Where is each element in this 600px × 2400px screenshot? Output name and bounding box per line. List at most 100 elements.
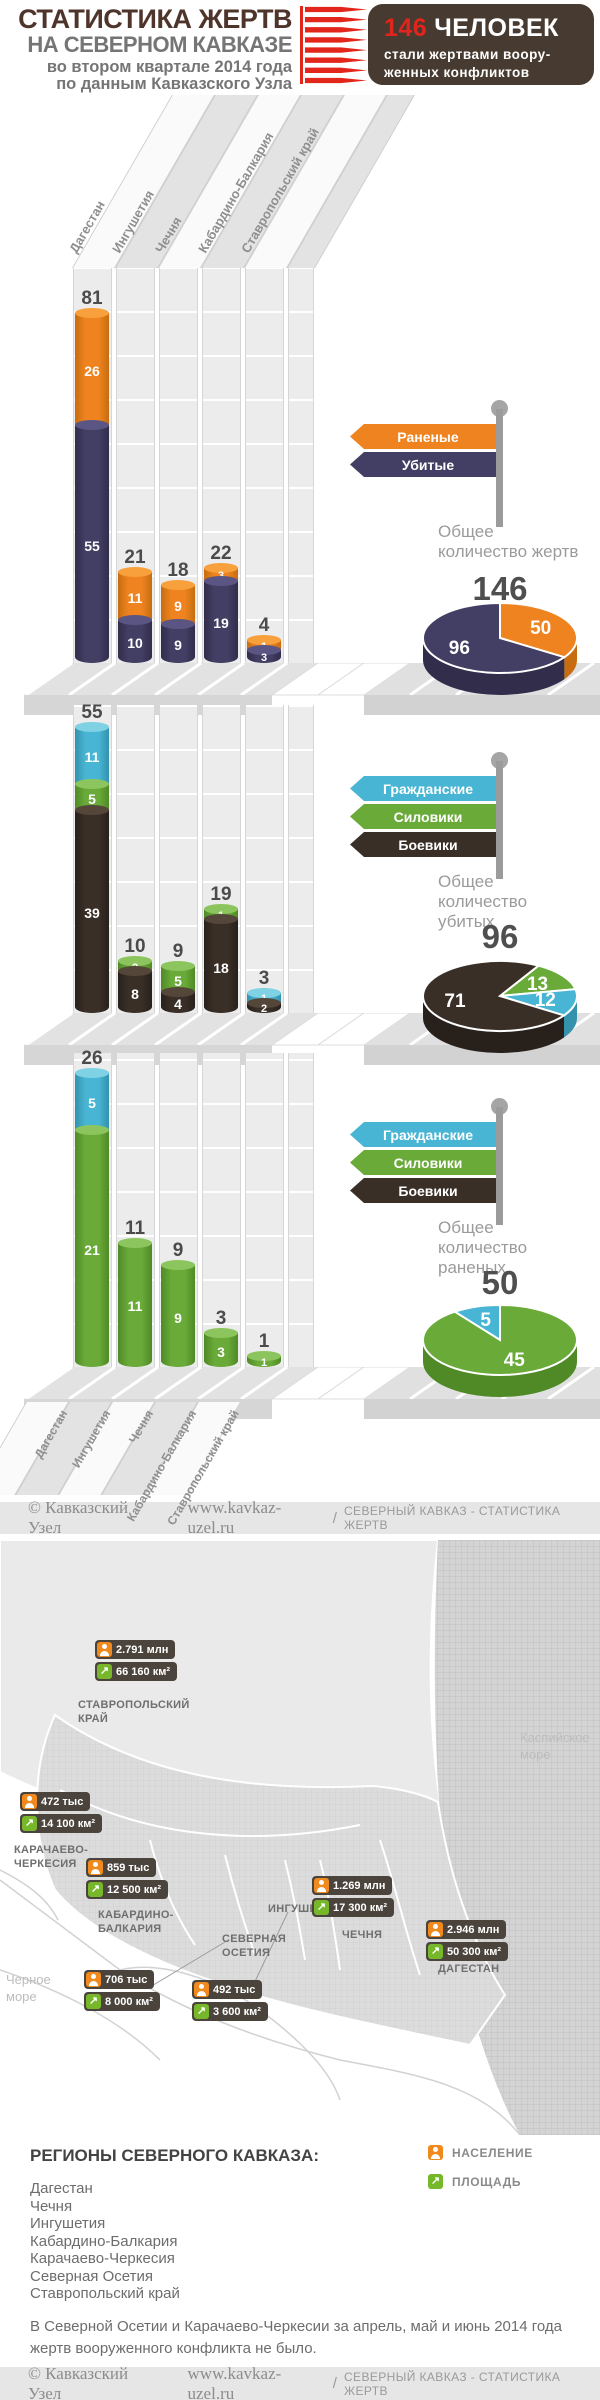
bar-Ставропольский край: 1 <box>247 1350 281 1369</box>
pie-total-value: 50 <box>481 1264 519 1301</box>
footer-bar: © Кавказский Узел www.kavkaz-uzel.ru / С… <box>0 2363 600 2400</box>
area-icon <box>428 1944 443 1959</box>
bar-Кабардино-Балкария: 319 <box>204 562 238 663</box>
bar-total-value: 26 <box>81 1048 103 1070</box>
legend-item-Боевики: Боевики <box>350 1178 496 1203</box>
bar-segment-value: 11 <box>84 749 100 766</box>
bar-segment-Раненые: 11 <box>118 567 152 620</box>
bar-total-value: 4 <box>258 615 270 637</box>
bullet-icon <box>305 6 367 13</box>
bar-segment-Гражданские: 11 <box>75 722 109 785</box>
region-list-item: Кабардино-Балкария <box>30 2232 178 2250</box>
population-icon <box>314 1878 329 1893</box>
region-badges-ЧЕЧНЯ: 1.269 млн 17 300 км² <box>312 1876 395 1920</box>
pie-summary-label: Общее количество жертв <box>438 522 579 561</box>
bar-Кабардино-Балкария: 3 <box>204 1328 238 1367</box>
bar-segment-cap <box>75 308 109 319</box>
population-badge: 492 тыс <box>192 1980 263 1999</box>
region-list-item: Ингушетия <box>30 2215 106 2232</box>
bar-segment-cap <box>118 614 152 625</box>
bar-segment-value: 11 <box>127 1298 143 1315</box>
bar-total-value: 9 <box>172 941 184 963</box>
bar-segment-Боевики: 18 <box>204 914 238 1013</box>
region-label-КАБАРДИНО-БАЛКАРИЯ: КАБАРДИНО-БАЛКАРИЯ <box>98 1909 174 1936</box>
bar-segment-cap <box>247 635 281 646</box>
bar-total-value: 19 <box>210 884 232 906</box>
bar-segment-Боевики: 39 <box>75 805 109 1013</box>
bar-segment-Боевики: 2 <box>247 997 281 1016</box>
bar-segment-value: 5 <box>174 972 182 989</box>
area-icon <box>314 1900 329 1915</box>
bar-total-value: 18 <box>167 560 189 582</box>
pie-slice-value-Силовики: 45 <box>504 1350 526 1371</box>
area-value: 50 300 км² <box>447 1945 502 1958</box>
bar-segment-cap <box>118 956 152 966</box>
region-list-item: Карачаево-Черкесия <box>30 2250 175 2267</box>
bar-segment-value: 9 <box>174 1309 182 1326</box>
population-value: 859 тыс <box>107 1861 150 1874</box>
population-icon <box>22 1794 37 1809</box>
population-value: 472 тыс <box>41 1795 84 1808</box>
area-value: 8 000 км² <box>105 1995 153 2008</box>
bar-Дагестан: 26 55 <box>75 308 109 663</box>
area-badge: 3 600 км² <box>192 2002 268 2021</box>
bullet-icon <box>305 67 367 74</box>
bar-segment-Убитые: 10 <box>118 614 152 663</box>
legend-item-Гражданские: Гражданские <box>350 1122 496 1147</box>
bar-total-value: 10 <box>124 936 146 957</box>
bar-segment-cap <box>161 619 195 630</box>
separator: / <box>332 2375 337 2392</box>
bar-segment-Убитые: 19 <box>204 575 238 663</box>
pie-total-value: 96 <box>481 918 519 955</box>
bar-total-value: 21 <box>124 547 146 569</box>
caspian-sea-label: Каспийское море <box>520 1730 590 1762</box>
bar-segment-cap <box>204 904 238 915</box>
bar-segment-value: 55 <box>84 537 100 554</box>
area-icon <box>22 1816 37 1831</box>
black-sea-label: Черное море <box>6 1972 51 2004</box>
area-label: ПЛОЩАДЬ <box>452 2174 522 2189</box>
bullet-icon <box>305 77 367 84</box>
region-list: Дагестан Чечня Ингушетия Кабардино-Балкария… <box>30 2180 180 2303</box>
grid-column <box>288 268 314 663</box>
bar-Дагестан: 11 5 39 <box>75 722 109 1013</box>
bar-segment-Силовики: 9 <box>161 1260 195 1367</box>
legend-area: ПЛОЩАДЬ <box>428 2174 521 2189</box>
bar-segment-value: 2 <box>260 1003 268 1016</box>
bar-segment-value: 18 <box>213 959 229 976</box>
legend-item-Силовики: Силовики <box>350 1150 496 1175</box>
legend-pole <box>496 1107 503 1225</box>
site-link[interactable]: www.kavkaz-uzel.ru <box>187 2363 282 2400</box>
grid-column <box>245 1053 284 1367</box>
region-badges-ДАГЕСТАН: 2.946 млн 50 300 км² <box>426 1920 509 1964</box>
bar-total-value: 9 <box>172 1240 184 1262</box>
bar-Ингушетия: 28 <box>118 956 152 1013</box>
bar-segment-cap <box>75 420 109 431</box>
bar-segment-cap <box>118 567 152 578</box>
region-list-item: Чечня <box>30 2197 73 2215</box>
bar-total-value: 11 <box>124 1217 146 1239</box>
legend-item-Гражданские: Гражданские <box>350 776 496 801</box>
population-value: 492 тыс <box>213 1983 256 1996</box>
victims-sub1: стали жертвами воору- <box>384 47 551 62</box>
bar-total-value: 3 <box>215 1308 227 1330</box>
pie-slice-value-Гражданские: 5 <box>480 1310 491 1331</box>
region-badges-ИНГУШЕТИЯ: 492 тыс 3 600 км² <box>192 1980 268 2024</box>
bar-segment-value: 19 <box>213 615 229 632</box>
section-label: СЕВЕРНЫЙ КАВКАЗ - СТАТИСТИКА ЖЕРТВ <box>343 1504 561 1532</box>
region-badges-КАБАРДИНО-БАЛКАРИЯ: 859 тыс 12 500 км² <box>86 1858 169 1902</box>
title-line1: СТАТИСТИКА ЖЕРТВ <box>18 4 292 34</box>
site-link[interactable]: www.kavkaz-uzel.ru <box>187 1498 282 1537</box>
population-badge: 2.946 млн <box>426 1920 507 1939</box>
pie-slice-value-Боевики: 71 <box>444 991 466 1012</box>
bar-segment-cap <box>247 645 281 656</box>
population-value: 2.791 млн <box>116 1643 169 1656</box>
bar-segment-cap <box>204 1328 238 1339</box>
map-svg <box>0 1539 600 2136</box>
bar-segment-cap <box>161 987 195 998</box>
population-badge: 2.791 млн <box>95 1640 176 1659</box>
bar-segment-cap <box>161 1260 195 1271</box>
bar-segment-value: 26 <box>84 362 100 379</box>
bar-Чечня: 9 <box>161 1260 195 1367</box>
area-value: 66 160 км² <box>116 1665 171 1678</box>
